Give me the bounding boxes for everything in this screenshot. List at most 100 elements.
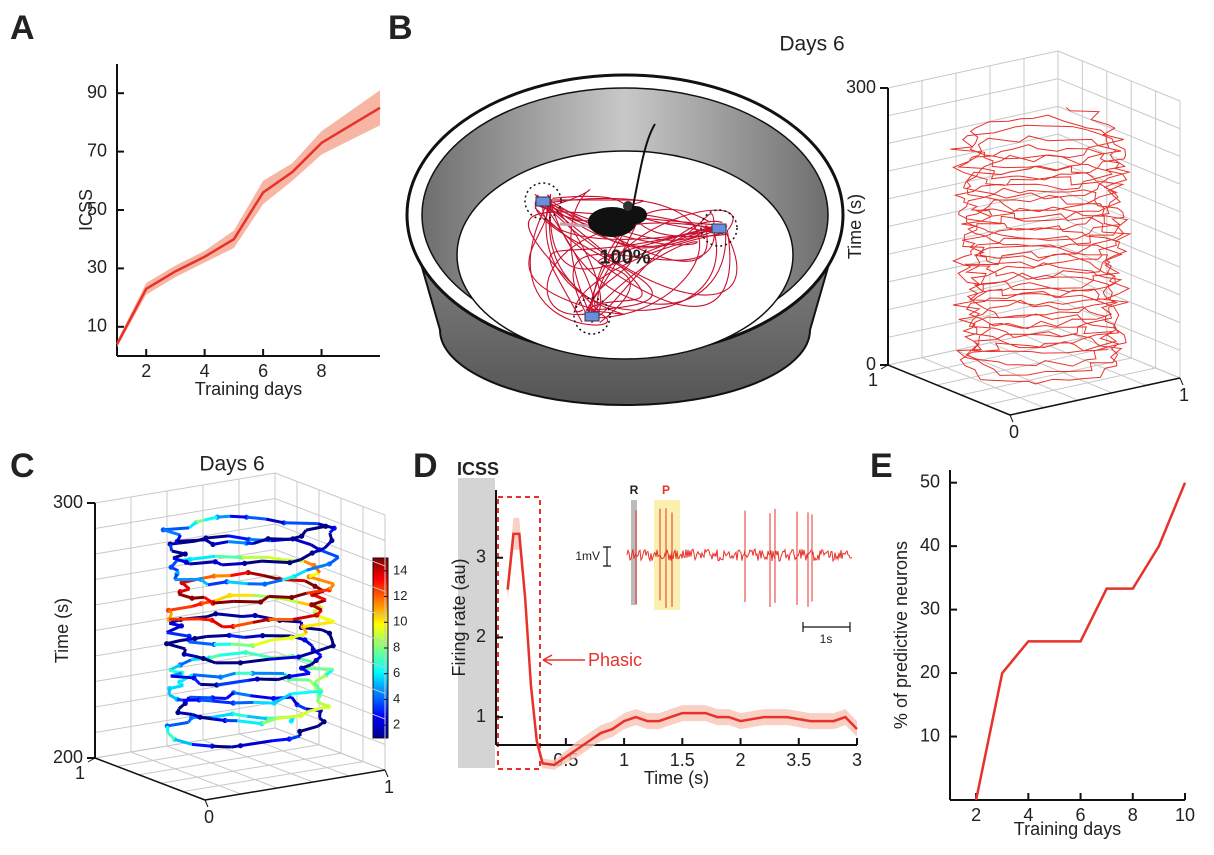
stimulus-shade bbox=[458, 478, 495, 768]
grid-line bbox=[887, 50, 1059, 89]
trajectory bbox=[250, 694, 274, 700]
trajectory bbox=[199, 715, 214, 721]
trajectory bbox=[240, 739, 273, 748]
trajectory bbox=[310, 645, 315, 651]
trajectory bbox=[191, 602, 202, 608]
x-tick-label: 0 bbox=[204, 807, 214, 827]
inset-marker: P bbox=[662, 483, 670, 497]
arena-trajectory bbox=[572, 228, 715, 316]
trajectory bbox=[203, 515, 218, 522]
arena-trajectory bbox=[550, 200, 712, 262]
trajectory bbox=[245, 650, 272, 660]
colorbar-tick-label: 14 bbox=[393, 562, 407, 577]
trajectory bbox=[212, 599, 234, 605]
grid-line bbox=[1057, 78, 1181, 130]
grid-line bbox=[887, 299, 1059, 338]
trajectory bbox=[233, 599, 261, 604]
trajectory bbox=[271, 636, 292, 642]
grid-line bbox=[887, 78, 1059, 117]
grid-line bbox=[94, 523, 276, 555]
trajectory bbox=[166, 624, 183, 634]
trajectory bbox=[304, 579, 316, 588]
trajectory bbox=[293, 568, 308, 579]
trajectory bbox=[291, 591, 308, 599]
trajectory bbox=[328, 555, 340, 566]
grid-line bbox=[921, 357, 1045, 409]
trajectory bbox=[305, 524, 326, 532]
y-axis bbox=[94, 757, 206, 801]
y-tick-label: 10 bbox=[920, 725, 940, 745]
chart-title: Days 6 bbox=[779, 33, 844, 56]
grid-line bbox=[166, 745, 278, 789]
arena-trajectory bbox=[544, 201, 715, 248]
trajectory bbox=[228, 534, 250, 541]
scale-label: 1s bbox=[820, 632, 833, 646]
annotation: ICSS bbox=[457, 459, 499, 479]
arena-trajectory bbox=[529, 205, 609, 326]
trajectory bbox=[190, 554, 216, 561]
trajectory bbox=[198, 698, 212, 703]
x-tick bbox=[1009, 414, 1014, 423]
x-tick-label: 4 bbox=[1023, 805, 1033, 825]
grid-line bbox=[961, 357, 1132, 396]
arena-trajectory bbox=[550, 204, 710, 241]
trajectory bbox=[176, 697, 183, 702]
trajectory bbox=[212, 540, 229, 546]
trajectory bbox=[216, 678, 249, 687]
x-tick bbox=[204, 799, 209, 808]
trajectory bbox=[298, 649, 319, 659]
annotation: 100% bbox=[599, 246, 650, 268]
panel-label: A bbox=[10, 9, 35, 47]
y-tick-label: 1 bbox=[868, 370, 878, 390]
trajectory bbox=[231, 642, 254, 648]
grid-line bbox=[912, 337, 1083, 376]
trajectory bbox=[273, 692, 292, 705]
trajectory bbox=[233, 700, 254, 705]
trajectory bbox=[187, 716, 193, 724]
grid-line bbox=[94, 498, 276, 529]
series-line bbox=[974, 482, 1187, 801]
trajectory bbox=[302, 620, 335, 629]
trajectory bbox=[232, 620, 254, 628]
trajectory bbox=[252, 617, 269, 624]
trajectory bbox=[291, 689, 320, 696]
trajectory bbox=[207, 580, 227, 587]
grid-line bbox=[1057, 50, 1181, 102]
trajectory bbox=[188, 521, 198, 530]
y-tick-label: 20 bbox=[920, 662, 940, 682]
trajectory bbox=[318, 716, 326, 723]
y-tick-label: 1 bbox=[75, 763, 85, 783]
trajectory bbox=[330, 640, 335, 646]
colorbar-tick-label: 10 bbox=[393, 614, 407, 629]
y-axis-label: ICSS bbox=[76, 189, 96, 231]
trajectory bbox=[168, 604, 193, 612]
x-tick-label: 2 bbox=[141, 361, 151, 381]
grid-line bbox=[160, 752, 342, 784]
trajectory bbox=[308, 679, 318, 690]
arena-trajectory bbox=[549, 199, 625, 315]
trajectory bbox=[214, 593, 231, 603]
grid-line bbox=[274, 549, 386, 592]
series-line bbox=[115, 106, 381, 345]
trajectory bbox=[289, 558, 301, 565]
trajectory bbox=[253, 700, 275, 705]
trajectory bbox=[168, 543, 174, 552]
trajectory bbox=[304, 666, 334, 671]
trajectory bbox=[177, 538, 206, 543]
grid-line bbox=[1057, 189, 1181, 240]
arena-trajectory bbox=[536, 197, 643, 311]
trajectory bbox=[170, 565, 180, 573]
x-axis-label: Training days bbox=[1014, 819, 1121, 839]
trajectory bbox=[267, 555, 279, 561]
trajectory bbox=[308, 575, 335, 586]
inset bbox=[603, 500, 853, 632]
series-line bbox=[506, 532, 858, 767]
panel-label: B bbox=[388, 9, 413, 47]
x-axis bbox=[1009, 377, 1181, 416]
scale-label: 1mV bbox=[575, 549, 600, 563]
trajectory bbox=[244, 634, 263, 639]
grid-line bbox=[936, 347, 1107, 386]
trajectory bbox=[268, 537, 290, 541]
trajectory bbox=[215, 612, 243, 619]
